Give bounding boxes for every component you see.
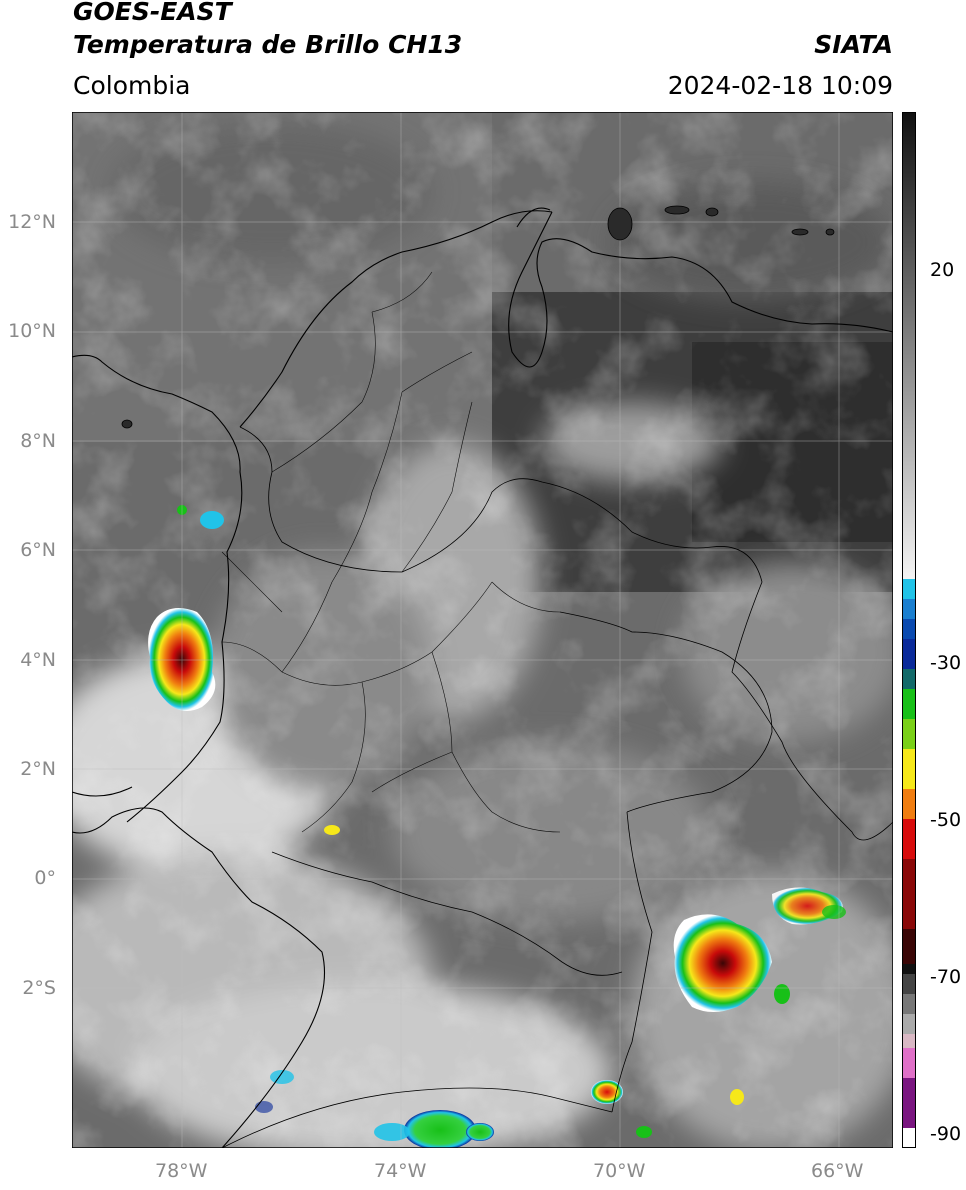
product-title: Temperatura de Brillo CH13 [73,30,463,59]
region-label: Colombia [73,71,191,100]
lat-label: 2°S [22,977,56,999]
lat-label: 8°N [20,430,56,452]
lat-label: 0° [34,867,56,889]
map-svg [32,111,912,1162]
lon-label: 74°W [374,1160,427,1182]
colorbar [902,112,916,1148]
colorbar-label: -70 [930,966,962,988]
lat-label: 12°N [8,211,56,233]
coastlines [71,207,894,1149]
colorbar-label: 20 [930,259,955,281]
graticule [72,112,893,1148]
colorbar-label: -30 [930,652,962,674]
lat-label: 6°N [20,539,56,561]
country-borders [221,426,894,1149]
colorbar-label: -90 [930,1123,962,1145]
satellite-title: GOES-EAST [73,0,232,26]
satellite-map [32,111,912,1162]
lat-label: 4°N [20,649,56,671]
agency-label: SIATA [814,30,893,59]
lon-label: 78°W [155,1160,208,1182]
colorbar-label: -50 [930,809,962,831]
lon-label: 70°W [593,1160,646,1182]
lat-label: 2°N [20,758,56,780]
department-borders [221,271,561,833]
lat-label: 10°N [8,320,56,342]
islands [121,205,835,429]
lon-label: 66°W [811,1160,864,1182]
datetime-label: 2024-02-18 10:09 [667,71,893,100]
